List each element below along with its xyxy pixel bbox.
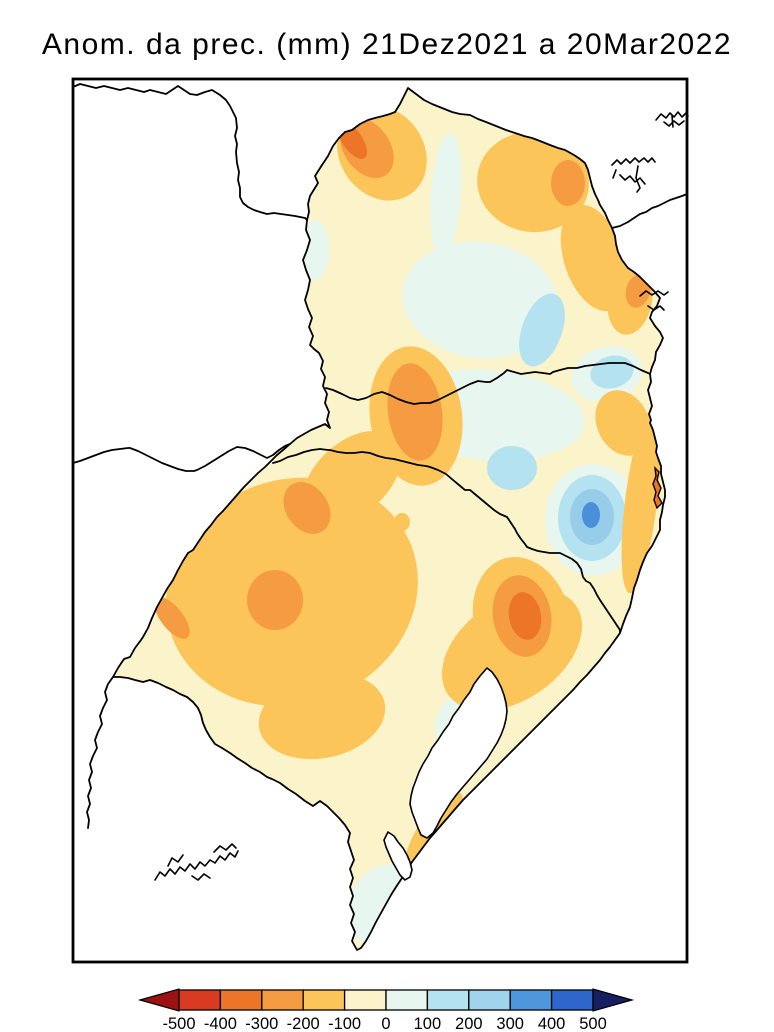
- estuary-squiggle-ne-1: [655, 111, 689, 128]
- states-outline: [112, 87, 666, 951]
- colorbar-segment: [426, 989, 470, 1011]
- colorbar-tick-label: -500: [162, 1015, 195, 1032]
- colorbar-left-arrow: [137, 988, 180, 1012]
- uruguay-river-squiggle: [154, 843, 239, 881]
- lagoa-dos-patos: [409, 667, 508, 839]
- paraguay-border-line: [72, 83, 308, 221]
- colorbar-segment: [385, 989, 429, 1011]
- colorbar: -500 -400 -300 -200 -100 0 100 200 300 400 500: [137, 988, 635, 1032]
- florianopolis-island: [652, 466, 663, 510]
- uruguay-river-line: [86, 676, 114, 829]
- colorbar-segment: [509, 989, 553, 1011]
- paranagua-bay-squiggle: [639, 290, 669, 311]
- colorbar-segment: [219, 989, 263, 1011]
- colorbar-tick-label: -200: [287, 1015, 320, 1032]
- colorbar-tick-label: -400: [204, 1015, 237, 1032]
- colorbar-tick-label: -100: [328, 1015, 361, 1032]
- colorbar-tick-label: 100: [414, 1015, 442, 1032]
- estuary-squiggles: [154, 111, 689, 881]
- colorbar-segment: [343, 989, 387, 1011]
- chart-title: Anom. da prec. (mm) 21Dez2021 a 20Mar202…: [42, 28, 732, 61]
- colorbar-tick-label: 0: [381, 1015, 390, 1032]
- colorbar-tick-label: 500: [579, 1015, 607, 1032]
- argentina-border-line: [72, 443, 291, 472]
- map-frame: [71, 77, 689, 964]
- colorbar-segment: [468, 989, 511, 1011]
- parana-santacatarina-border-line: [325, 362, 651, 405]
- colorbar-tick-label: 400: [538, 1015, 566, 1032]
- sao-paulo-coastline: [611, 193, 688, 229]
- lagoa-mirim: [383, 831, 413, 881]
- colorbar-tick-label: 200: [455, 1015, 483, 1032]
- estuary-squiggle-ne-2: [611, 157, 656, 193]
- lagoons: [383, 667, 508, 881]
- colorbar-segment: [178, 989, 222, 1011]
- wet-bullseye-core: [570, 489, 614, 545]
- colorbar-segment: [550, 989, 594, 1011]
- neighbour-border-lines: [72, 83, 688, 829]
- colorbar-tick-label: 300: [496, 1015, 524, 1032]
- colorbar-segment: [261, 989, 304, 1011]
- dry-anomaly-cores: [154, 117, 651, 657]
- santacatarina-riograndedosul-border-line: [272, 448, 621, 634]
- colorbar-right-arrow: [592, 988, 635, 1012]
- colorbar-tick-label: -300: [245, 1015, 278, 1032]
- colorbar-segment: [302, 989, 346, 1011]
